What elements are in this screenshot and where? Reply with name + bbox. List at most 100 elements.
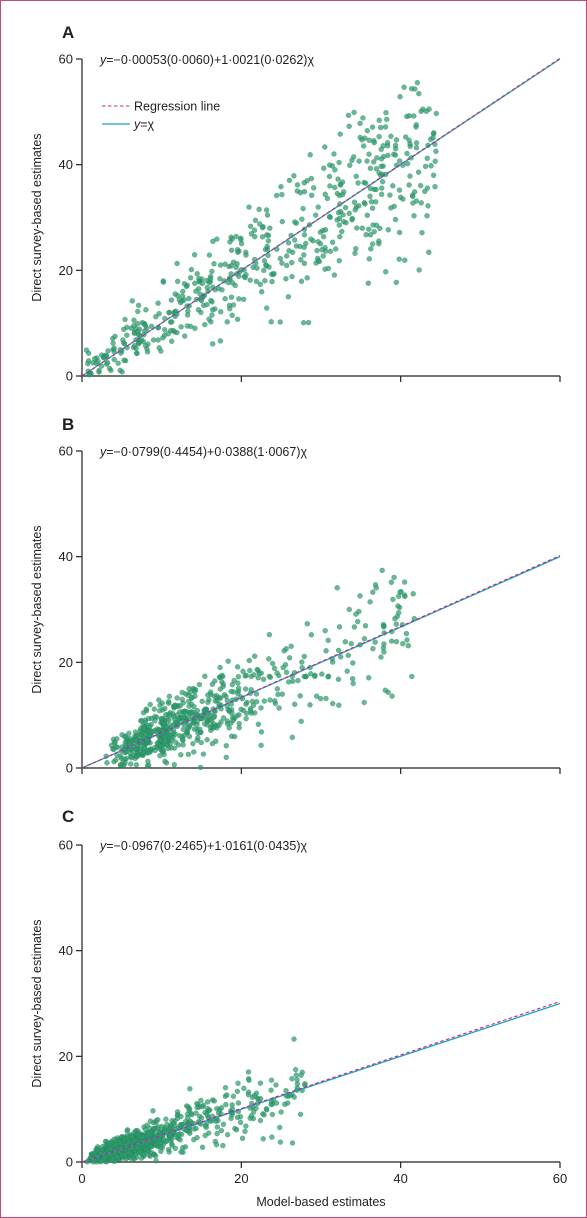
data-point bbox=[426, 249, 432, 256]
data-point bbox=[293, 1072, 299, 1078]
data-point bbox=[106, 1140, 113, 1147]
data-point bbox=[174, 278, 181, 285]
data-point bbox=[395, 603, 401, 609]
data-point bbox=[178, 1131, 185, 1138]
data-point bbox=[396, 256, 402, 262]
y-tick-label: 60 bbox=[59, 444, 73, 459]
data-point bbox=[163, 1116, 169, 1122]
data-point bbox=[155, 337, 161, 343]
data-point bbox=[228, 1115, 234, 1122]
data-point bbox=[211, 714, 217, 721]
data-point bbox=[101, 1155, 108, 1161]
data-point bbox=[300, 205, 306, 212]
data-point bbox=[314, 247, 320, 254]
data-point bbox=[180, 726, 187, 732]
data-point bbox=[414, 79, 421, 86]
data-point bbox=[433, 110, 439, 117]
data-point bbox=[240, 296, 247, 303]
data-point bbox=[133, 762, 140, 768]
data-point bbox=[362, 201, 368, 207]
data-point bbox=[359, 137, 365, 143]
x-tick-label: 40 bbox=[393, 1171, 407, 1186]
data-point bbox=[273, 192, 280, 199]
data-point bbox=[118, 762, 124, 768]
data-point bbox=[335, 209, 342, 216]
data-point bbox=[337, 181, 344, 187]
data-point bbox=[274, 686, 281, 692]
data-point bbox=[179, 689, 185, 696]
data-point bbox=[430, 135, 436, 141]
data-point bbox=[229, 681, 236, 688]
data-point bbox=[238, 240, 245, 247]
data-point bbox=[353, 173, 359, 180]
equation-y: y bbox=[99, 445, 107, 459]
data-point bbox=[103, 352, 110, 359]
data-point bbox=[381, 641, 387, 647]
data-point bbox=[202, 321, 208, 328]
data-point bbox=[413, 140, 420, 146]
data-point bbox=[298, 1072, 304, 1078]
data-point bbox=[368, 199, 375, 205]
data-point bbox=[119, 732, 125, 738]
data-point bbox=[397, 158, 403, 164]
data-point bbox=[204, 284, 211, 291]
data-point bbox=[388, 133, 394, 140]
y-tick-label: 20 bbox=[59, 1049, 73, 1064]
data-point bbox=[209, 740, 216, 747]
scatter-points bbox=[103, 567, 417, 771]
identity-line bbox=[81, 58, 561, 377]
panel-letter: C bbox=[62, 807, 74, 826]
data-point bbox=[393, 279, 399, 286]
data-point bbox=[237, 1119, 244, 1126]
data-point bbox=[257, 281, 263, 288]
data-point bbox=[268, 319, 274, 325]
data-point bbox=[432, 183, 438, 190]
data-point bbox=[432, 158, 438, 165]
data-point bbox=[258, 670, 264, 676]
data-point bbox=[366, 256, 372, 262]
data-point bbox=[251, 672, 257, 678]
data-point bbox=[292, 219, 298, 225]
data-point bbox=[121, 1137, 128, 1143]
data-point bbox=[407, 173, 413, 179]
data-point bbox=[319, 671, 325, 677]
data-point bbox=[150, 1108, 156, 1114]
equation-y: y bbox=[99, 53, 107, 67]
data-point bbox=[301, 260, 308, 267]
data-point bbox=[371, 228, 377, 235]
data-point bbox=[271, 270, 277, 277]
data-point bbox=[415, 169, 422, 175]
data-point bbox=[315, 239, 321, 245]
data-point bbox=[133, 737, 140, 743]
data-point bbox=[267, 225, 273, 231]
data-point bbox=[194, 1134, 200, 1141]
data-point bbox=[366, 137, 372, 144]
data-point bbox=[195, 735, 201, 741]
data-point bbox=[209, 341, 216, 347]
data-point bbox=[187, 275, 194, 281]
data-point bbox=[209, 268, 215, 275]
data-point bbox=[200, 751, 207, 757]
data-point bbox=[169, 319, 175, 325]
data-point bbox=[178, 1113, 184, 1120]
data-point bbox=[378, 163, 384, 170]
data-point bbox=[207, 276, 214, 282]
data-point bbox=[335, 647, 342, 654]
data-point bbox=[158, 743, 164, 749]
data-point bbox=[222, 296, 228, 302]
data-point bbox=[373, 166, 380, 172]
data-point bbox=[95, 358, 101, 365]
data-point bbox=[301, 653, 307, 660]
data-point bbox=[118, 753, 124, 760]
data-point bbox=[308, 236, 314, 242]
data-point bbox=[151, 1151, 157, 1158]
data-point bbox=[226, 263, 232, 270]
data-point bbox=[156, 311, 162, 317]
data-point bbox=[301, 232, 308, 238]
data-point bbox=[364, 127, 370, 134]
data-point bbox=[240, 668, 246, 674]
data-point bbox=[283, 669, 290, 675]
data-point bbox=[227, 239, 233, 245]
data-point bbox=[191, 252, 198, 258]
data-point bbox=[309, 192, 315, 199]
